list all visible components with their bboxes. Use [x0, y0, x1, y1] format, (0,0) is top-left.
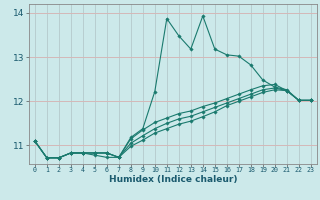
X-axis label: Humidex (Indice chaleur): Humidex (Indice chaleur)	[108, 175, 237, 184]
